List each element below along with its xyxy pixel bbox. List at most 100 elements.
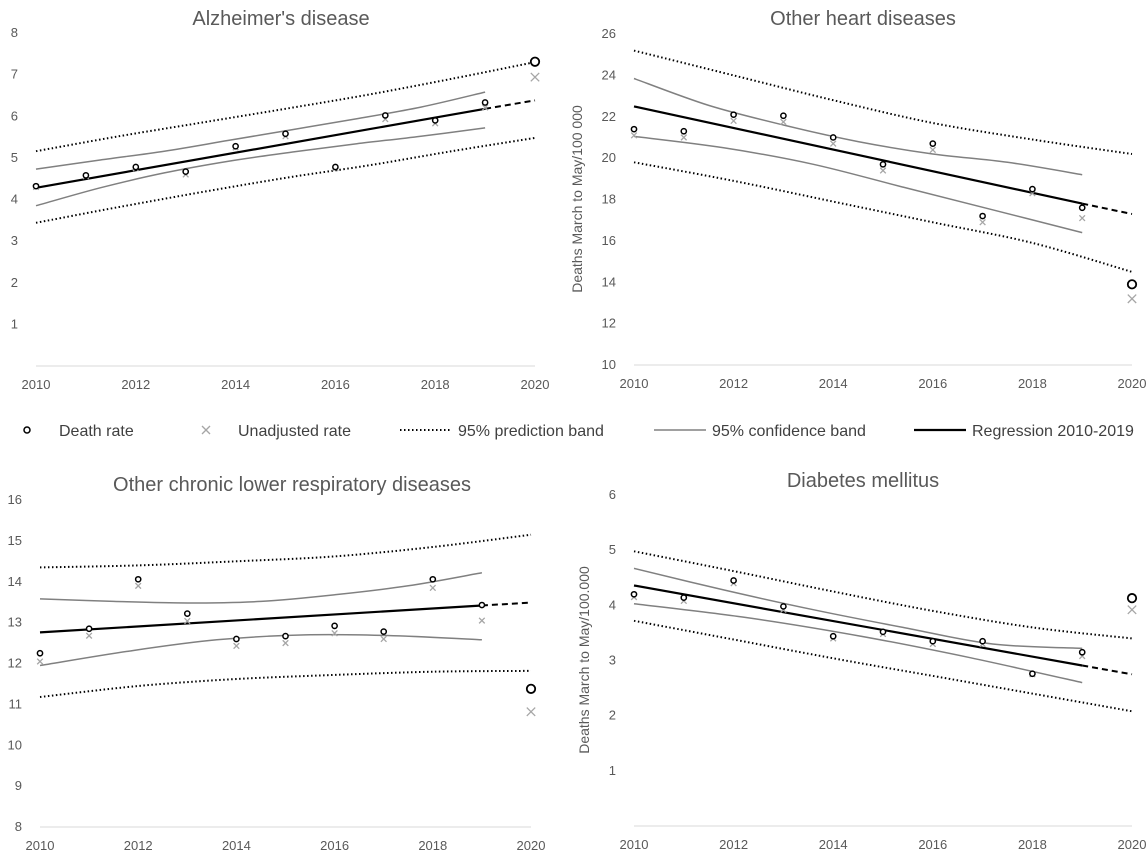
unadjusted-rate-point	[929, 146, 937, 154]
y-tick-label: 14	[8, 574, 22, 589]
unadjusted-rate-point	[780, 118, 787, 126]
y-tick-label: 2	[11, 275, 18, 290]
death-rate-point	[380, 628, 388, 635]
chart-title: Other heart diseases	[770, 8, 956, 30]
unadjusted-rate-point	[979, 218, 986, 226]
death-rate-point	[36, 649, 44, 657]
death-rate-point	[630, 590, 638, 598]
death-rate-2020-point	[1126, 593, 1138, 604]
death-rate-point	[134, 575, 142, 583]
death-rate-point	[132, 163, 140, 171]
y-tick-label: 13	[8, 615, 22, 630]
legend-item-prediction-band: 95% prediction band	[400, 423, 604, 440]
x-tick-label: 2018	[418, 838, 447, 851]
y-tick-label: 4	[11, 192, 18, 207]
y-tick-label: 8	[15, 819, 22, 834]
y-tick-label: 20	[602, 150, 616, 165]
unadjusted-rate-point	[429, 584, 437, 592]
confidence-band-upper	[39, 572, 483, 604]
y-tick-label: 5	[11, 150, 18, 165]
regression-extension	[481, 601, 532, 607]
death-rate-point	[1029, 670, 1036, 678]
y-tick-label: 12	[8, 656, 22, 671]
prediction-band-lower	[35, 136, 536, 224]
prediction-band-upper	[633, 550, 1133, 640]
legend-label: Unadjusted rate	[238, 423, 351, 440]
death-rate-2020-point	[529, 56, 541, 67]
death-rate-marker-icon	[23, 426, 31, 434]
prediction-band-upper	[35, 61, 536, 153]
death-rate-point	[879, 628, 887, 636]
y-tick-label: 4	[609, 597, 616, 612]
unadjusted-rate-2020-point	[526, 707, 536, 717]
confidence-band-lower	[633, 602, 1083, 684]
y-tick-label: 18	[602, 192, 616, 207]
death-rate-point	[929, 637, 937, 645]
unadjusted-rate-point	[85, 632, 93, 639]
x-tick-label: 2018	[421, 377, 450, 392]
death-rate-point	[183, 610, 191, 617]
y-tick-label: 3	[609, 653, 616, 668]
confidence-band-upper	[633, 77, 1083, 176]
legend-label: 95% confidence band	[712, 423, 866, 440]
panel-respiratory: Other chronic lower respiratory diseases…	[8, 474, 546, 851]
y-tick-label: 14	[602, 274, 616, 289]
x-tick-label: 2010	[620, 837, 649, 851]
y-tick-label: 1	[609, 763, 616, 778]
y-tick-label: 22	[602, 109, 616, 124]
x-tick-label: 2020	[517, 838, 546, 851]
death-rate-point	[429, 575, 437, 583]
legend-item-regression: Regression 2010-2019	[914, 423, 1134, 440]
y-axis-label: Deaths March to May/100.000	[576, 566, 592, 754]
unadjusted-rate-point	[380, 635, 387, 643]
y-tick-label: 3	[11, 233, 18, 248]
y-tick-label: 10	[602, 357, 616, 372]
x-tick-label: 2014	[819, 376, 848, 391]
regression-extension	[1082, 664, 1133, 676]
prediction-band-upper	[633, 49, 1133, 155]
legend-label: Regression 2010-2019	[972, 423, 1134, 440]
death-rate-2020-point	[525, 683, 537, 694]
y-tick-label: 12	[602, 316, 616, 331]
x-tick-label: 2012	[719, 376, 748, 391]
confidence-band-lower	[39, 633, 482, 667]
y-tick-label: 1	[11, 316, 18, 331]
unadjusted-rate-2020-point	[1127, 294, 1137, 304]
x-tick-label: 2018	[1018, 376, 1047, 391]
unadjusted-rate-point	[478, 617, 486, 624]
x-tick-label: 2010	[22, 377, 51, 392]
unadjusted-rate-point	[730, 117, 737, 125]
y-tick-label: 9	[15, 778, 22, 793]
legend: Death rate Unadjusted rate 95% predictio…	[23, 423, 1134, 440]
y-tick-label: 15	[8, 533, 22, 548]
death-rate-point	[829, 632, 837, 640]
regression-extension	[1081, 202, 1133, 215]
regression-extension	[484, 99, 536, 110]
death-rate-point	[1078, 648, 1086, 656]
x-tick-label: 2010	[26, 838, 55, 851]
death-rate-point	[780, 112, 787, 120]
unadjusted-rate-point	[233, 642, 240, 650]
chart-title: Other chronic lower respiratory diseases	[113, 474, 471, 496]
death-rate-point	[929, 140, 937, 147]
death-rate-point	[331, 622, 338, 630]
unadjusted-rate-point	[630, 132, 638, 139]
unadjusted-rate-point	[879, 167, 887, 174]
death-rate-point	[431, 117, 439, 124]
panel-alzheimers: Alzheimer's disease 1 2 3 4 5 6 7 8 2010 2012 2014…	[11, 8, 550, 392]
death-rate-point	[282, 130, 289, 138]
legend-label: Death rate	[59, 423, 134, 440]
y-tick-label: 16	[8, 492, 22, 507]
death-rate-point	[630, 125, 638, 133]
death-rate-point	[232, 142, 239, 150]
y-tick-label: 16	[602, 233, 616, 248]
x-tick-label: 2016	[320, 838, 349, 851]
unadjusted-rate-point	[1078, 214, 1086, 222]
death-rate-point	[1029, 185, 1036, 193]
confidence-band-upper	[35, 91, 486, 170]
prediction-band-lower	[633, 619, 1133, 713]
unadjusted-rate-point	[331, 629, 338, 637]
panel-other-heart: Other heart diseases Deaths March to May…	[569, 8, 1146, 391]
death-rate-point	[730, 577, 737, 584]
unadjusted-rate-2020-point	[530, 72, 540, 82]
